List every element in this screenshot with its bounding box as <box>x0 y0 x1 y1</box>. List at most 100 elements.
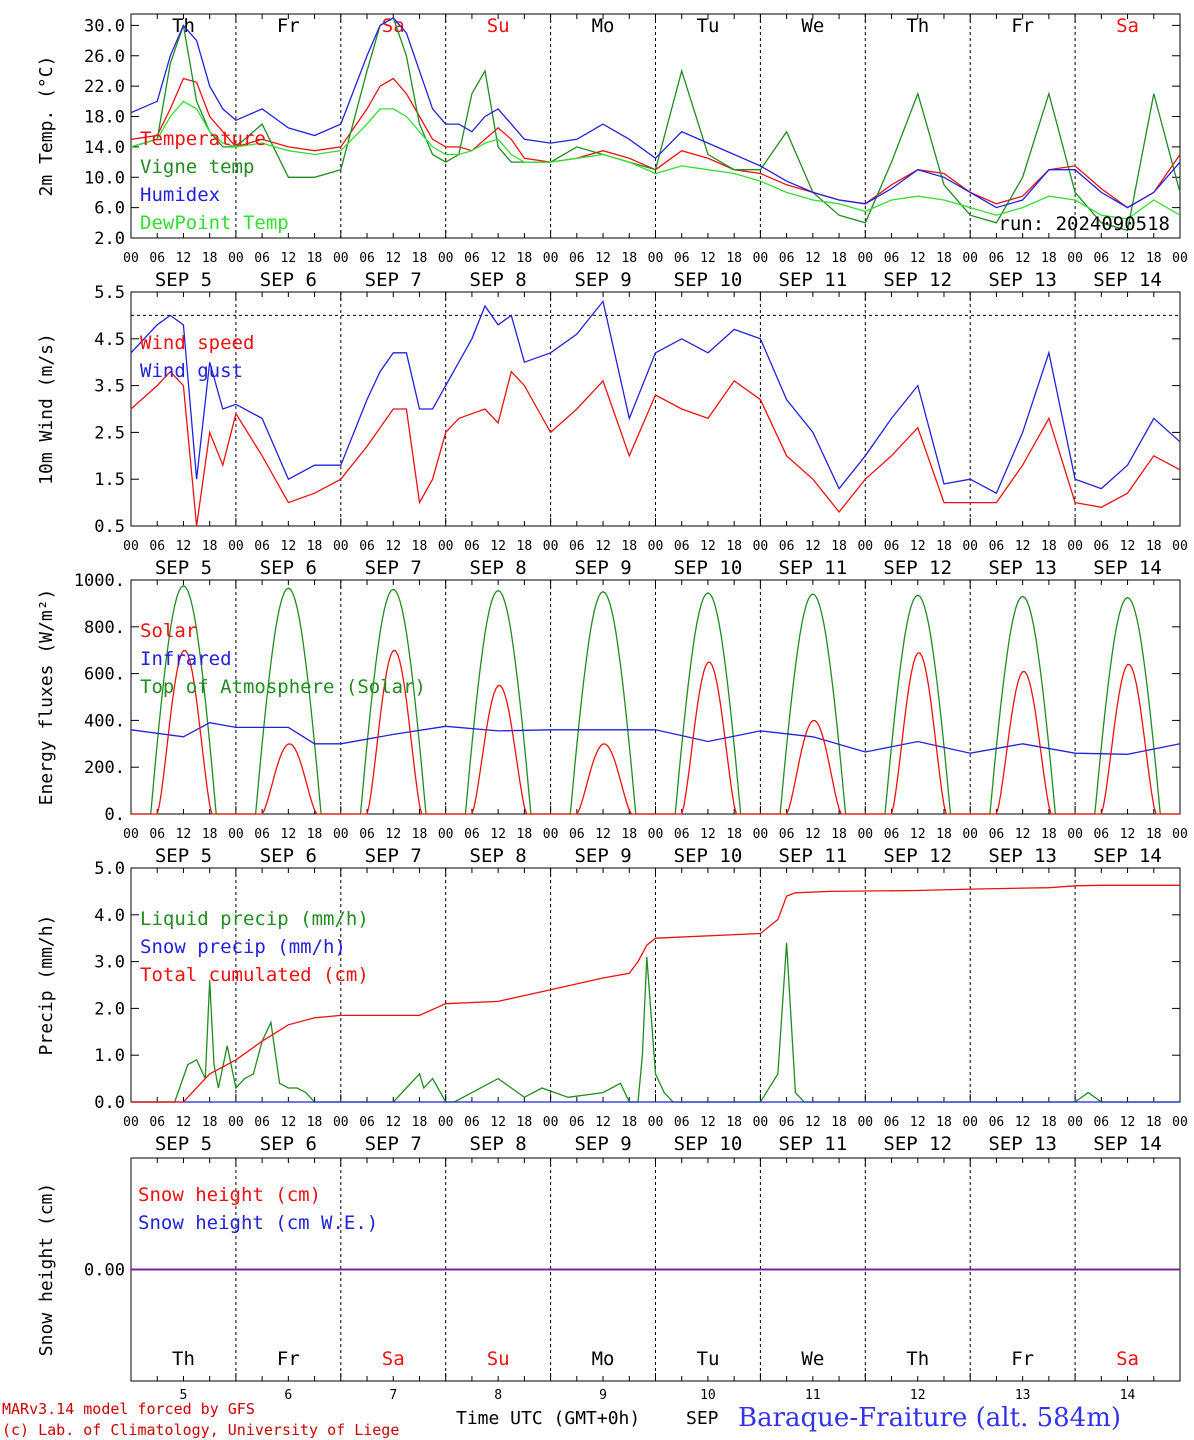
hour-tick-label: 00 <box>228 539 244 554</box>
y-tick-label: 6.0 <box>94 199 125 219</box>
y-tick-label: 0.0 <box>94 1093 125 1113</box>
hour-tick-label: 18 <box>936 251 952 266</box>
hour-tick-label: 18 <box>202 827 218 842</box>
hour-tick-label: 00 <box>123 1115 139 1130</box>
hour-tick-label: 12 <box>595 251 611 266</box>
day-number: 10 <box>700 1388 716 1403</box>
hour-tick-label: 18 <box>307 1115 323 1130</box>
hour-tick-label: 00 <box>962 251 978 266</box>
hour-tick-label: 12 <box>385 827 401 842</box>
weekday-label: Fr <box>277 15 300 37</box>
hour-tick-label: 18 <box>1146 827 1162 842</box>
hour-tick-label: 06 <box>359 1115 375 1130</box>
x-axis-month: SEP <box>686 1408 719 1429</box>
legend-entry: Liquid precip (mm/h) <box>140 908 369 930</box>
hour-tick-label: 12 <box>1015 1115 1031 1130</box>
hour-tick-label: 00 <box>1067 251 1083 266</box>
hour-tick-label: 18 <box>412 251 428 266</box>
weekday-label: Su <box>487 15 510 37</box>
y-tick-label: 1.5 <box>94 470 125 490</box>
hour-tick-label: 00 <box>962 539 978 554</box>
hour-tick-label: 00 <box>1067 1115 1083 1130</box>
hour-tick-label: 06 <box>569 1115 585 1130</box>
y-tick-label: 800. <box>84 618 125 638</box>
day-number: 9 <box>599 1388 607 1403</box>
day-number: 13 <box>1015 1388 1031 1403</box>
hour-tick-label: 18 <box>621 827 637 842</box>
hour-tick-label: 06 <box>254 251 270 266</box>
date-label: SEP 9 <box>574 269 631 291</box>
weekday-label: Sa <box>382 1348 405 1370</box>
hour-tick-label: 18 <box>831 827 847 842</box>
hour-tick-label: 06 <box>779 539 795 554</box>
footer-credit: (c) Lab. of Climatology, University of L… <box>2 1421 399 1439</box>
y-axis-label: Energy fluxes (W/m²) <box>36 589 57 806</box>
panel-5: 0.00 Snow height (cm) Snow height (cm) Snow… <box>36 1157 1181 1403</box>
weekday-label: Th <box>906 1348 929 1370</box>
legend-entry: Vigne temp <box>140 156 254 178</box>
date-label: SEP 14 <box>1093 269 1162 291</box>
date-label: SEP 11 <box>779 557 848 579</box>
hour-tick-label: 06 <box>884 251 900 266</box>
date-label: SEP 7 <box>365 845 422 867</box>
y-axis-label: Precip (mm/h) <box>36 915 57 1056</box>
series-wind-gust <box>130 299 1181 495</box>
series-infrared <box>130 722 1181 755</box>
hour-tick-label: 00 <box>857 251 873 266</box>
hour-tick-label: 18 <box>726 251 742 266</box>
hour-tick-label: 06 <box>989 251 1005 266</box>
hour-tick-label: 12 <box>910 827 926 842</box>
hour-tick-label: 18 <box>1041 827 1057 842</box>
date-label: SEP 12 <box>883 845 952 867</box>
hour-tick-label: 18 <box>412 539 428 554</box>
hour-tick-label: 18 <box>936 539 952 554</box>
date-label: SEP 13 <box>988 1133 1057 1155</box>
hour-tick-label: 00 <box>333 251 349 266</box>
hour-tick-label: 12 <box>700 1115 716 1130</box>
y-tick-label: 600. <box>84 665 125 685</box>
hour-tick-label: 18 <box>517 251 533 266</box>
hour-tick-label: 00 <box>1172 1115 1188 1130</box>
hour-tick-label: 00 <box>648 251 664 266</box>
date-label: SEP 9 <box>574 557 631 579</box>
hour-tick-label: 12 <box>490 251 506 266</box>
y-tick-label: 5.0 <box>94 859 125 879</box>
date-label: SEP 9 <box>574 845 631 867</box>
panel-4: 5.0 4.0 3.0 2.0 1.0 0.0 Precip (mm/h) 00 06 12 18 S… <box>36 859 1188 1155</box>
y-tick-label: 3.0 <box>94 953 125 973</box>
hour-tick-label: 12 <box>805 827 821 842</box>
hour-tick-label: 06 <box>569 827 585 842</box>
hour-tick-label: 12 <box>1015 539 1031 554</box>
hour-tick-label: 00 <box>438 827 454 842</box>
y-tick-label: 10.0 <box>84 168 125 188</box>
series-humidex <box>130 16 1181 209</box>
hour-tick-label: 06 <box>779 251 795 266</box>
hour-tick-label: 18 <box>621 251 637 266</box>
hour-tick-label: 00 <box>228 827 244 842</box>
hour-tick-label: 18 <box>412 1115 428 1130</box>
hour-tick-label: 00 <box>753 539 769 554</box>
hour-tick-label: 00 <box>333 1115 349 1130</box>
y-tick-label: 0. <box>105 805 125 825</box>
y-tick-label: 30.0 <box>84 16 125 36</box>
date-label: SEP 7 <box>365 557 422 579</box>
hour-tick-label: 00 <box>648 539 664 554</box>
hour-tick-label: 00 <box>1172 251 1188 266</box>
hour-tick-label: 06 <box>254 539 270 554</box>
hour-tick-label: 12 <box>1120 1115 1136 1130</box>
hour-tick-label: 06 <box>884 539 900 554</box>
legend-entry: Snow height (cm W.E.) <box>138 1212 378 1234</box>
hour-tick-label: 18 <box>202 251 218 266</box>
hour-tick-label: 18 <box>936 827 952 842</box>
date-label: SEP 10 <box>674 845 743 867</box>
weekday-label: Sa <box>1116 15 1139 37</box>
series-solar <box>131 650 1180 815</box>
hour-tick-label: 12 <box>700 539 716 554</box>
hour-tick-label: 06 <box>464 251 480 266</box>
hour-tick-label: 18 <box>307 827 323 842</box>
hour-tick-label: 06 <box>1093 251 1109 266</box>
hour-tick-label: 18 <box>517 1115 533 1130</box>
legend-entry: Temperature <box>140 128 266 150</box>
hour-tick-label: 00 <box>1172 827 1188 842</box>
weekday-label: Th <box>172 1348 195 1370</box>
